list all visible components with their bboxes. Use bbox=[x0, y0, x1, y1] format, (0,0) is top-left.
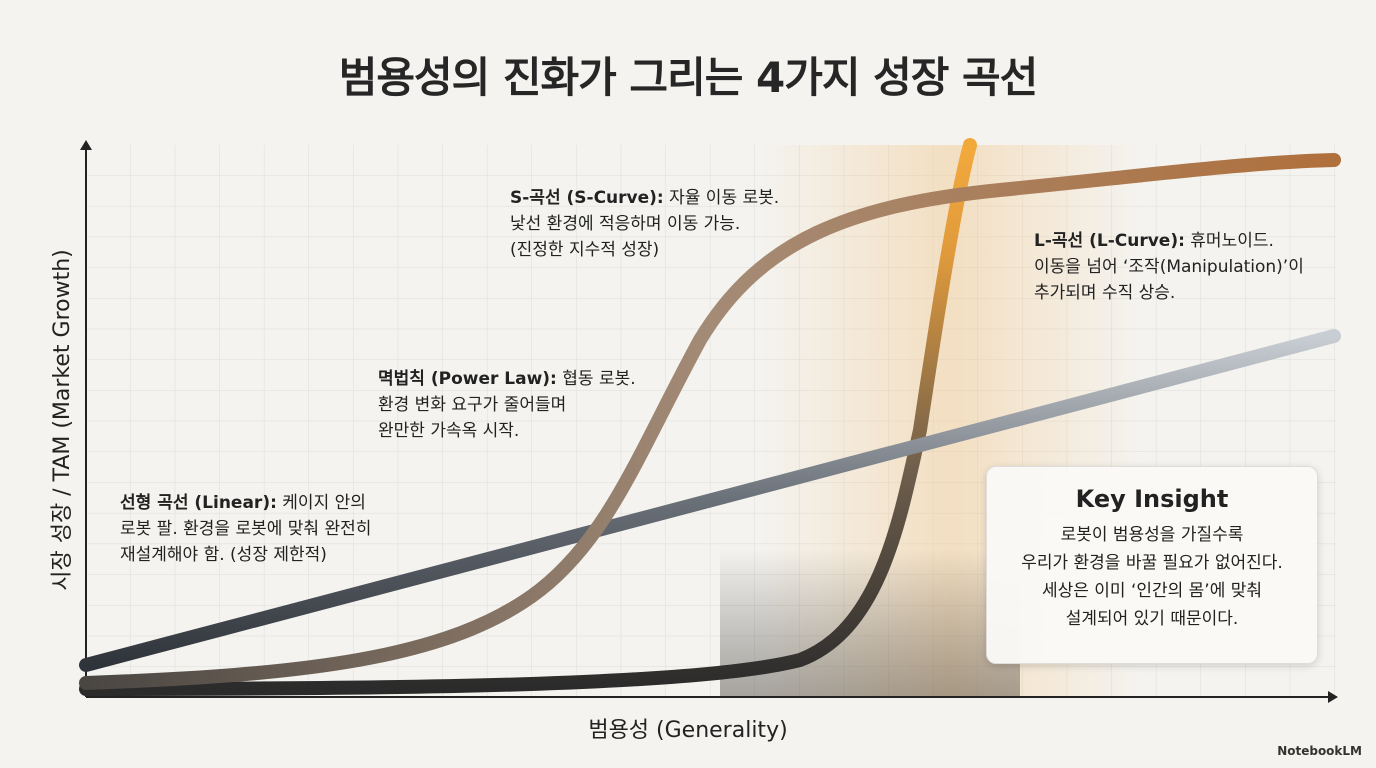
brand: NotebookLM bbox=[1277, 744, 1362, 758]
l-curve bbox=[79, 138, 977, 696]
annotation-line: (진정한 지수적 성장) bbox=[510, 240, 660, 260]
annotation-line: 환경 변화 요구가 줄어들며 bbox=[378, 395, 567, 415]
annotation: S-곡선 (S-Curve): 자율 이동 로봇. 낯선 환경에 적응하며 이동 … bbox=[510, 185, 779, 263]
insight-line: 우리가 환경을 바꿀 필요가 없어진다. bbox=[1021, 553, 1283, 573]
annotation-heading: S-곡선 (S-Curve): bbox=[510, 188, 664, 208]
y-axis-label: 시장 성장 / TAM (Market Growth) bbox=[50, 249, 75, 591]
annotation-heading: L-곡선 (L-Curve): bbox=[1034, 231, 1185, 251]
annotation-line: S-곡선 (S-Curve): 자율 이동 로봇. bbox=[510, 185, 779, 211]
insight-line: 세상은 이미 ‘인간의 몸’에 맞춰 bbox=[1041, 581, 1263, 601]
insight-box: Key Insight 로봇이 범용성을 가질수록 우리가 환경을 바꿀 필요가… bbox=[986, 466, 1318, 664]
insight-title: Key Insight bbox=[1075, 485, 1229, 513]
insight-line: 설계되어 있기 때문이다. bbox=[1065, 609, 1239, 629]
annotation: L-곡선 (L-Curve): 휴머노이드. 이동을 넘어 ‘조작(Manipul… bbox=[1034, 228, 1304, 306]
insight-line: 로봇이 범용성을 가질수록 bbox=[1060, 525, 1244, 545]
annotation-text: 협동 로봇. bbox=[556, 369, 636, 389]
x-axis-label: 범용성 (Generality) bbox=[588, 718, 788, 743]
annotation-line: 추가되며 수직 상승. bbox=[1034, 283, 1176, 303]
annotation-line: 재설계해야 함. (성장 제한적) bbox=[120, 545, 327, 565]
annotation-line: 선형 곡선 (Linear): 케이지 안의 bbox=[120, 490, 371, 516]
annotation-line: 이동을 넘어 ‘조작(Manipulation)’이 bbox=[1034, 257, 1304, 277]
y-arrow bbox=[80, 140, 92, 150]
x-arrow bbox=[1328, 691, 1338, 703]
annotation-line: 완만한 가속옥 시작. bbox=[378, 421, 520, 441]
annotation-text: 휴머노이드. bbox=[1184, 231, 1274, 251]
annotation-line: 로봇 팔. 환경을 로봇에 맞춰 완전히 bbox=[120, 519, 372, 539]
title: 범용성의 진화가 그리는 4가지 성장 곡선 bbox=[338, 53, 1039, 102]
annotation-text: 자율 이동 로봇. bbox=[663, 188, 780, 208]
annotation-heading: 선형 곡선 (Linear): bbox=[120, 493, 277, 513]
s-curve bbox=[79, 153, 1341, 690]
annotation-text: 케이지 안의 bbox=[276, 493, 366, 513]
shadow bbox=[720, 400, 1020, 697]
annotation-line: 멱법칙 (Power Law): 협동 로봇. bbox=[378, 366, 636, 392]
annotation-line: L-곡선 (L-Curve): 휴머노이드. bbox=[1034, 228, 1304, 254]
annotation-line: 낯선 환경에 적응하며 이동 가능. bbox=[510, 214, 741, 234]
annotation-heading: 멱법칙 (Power Law): bbox=[378, 369, 557, 389]
insight-text: 로봇이 범용성을 가질수록 우리가 환경을 바꿀 필요가 없어진다. 세상은 이… bbox=[987, 521, 1317, 633]
linear-curve bbox=[79, 329, 1341, 672]
